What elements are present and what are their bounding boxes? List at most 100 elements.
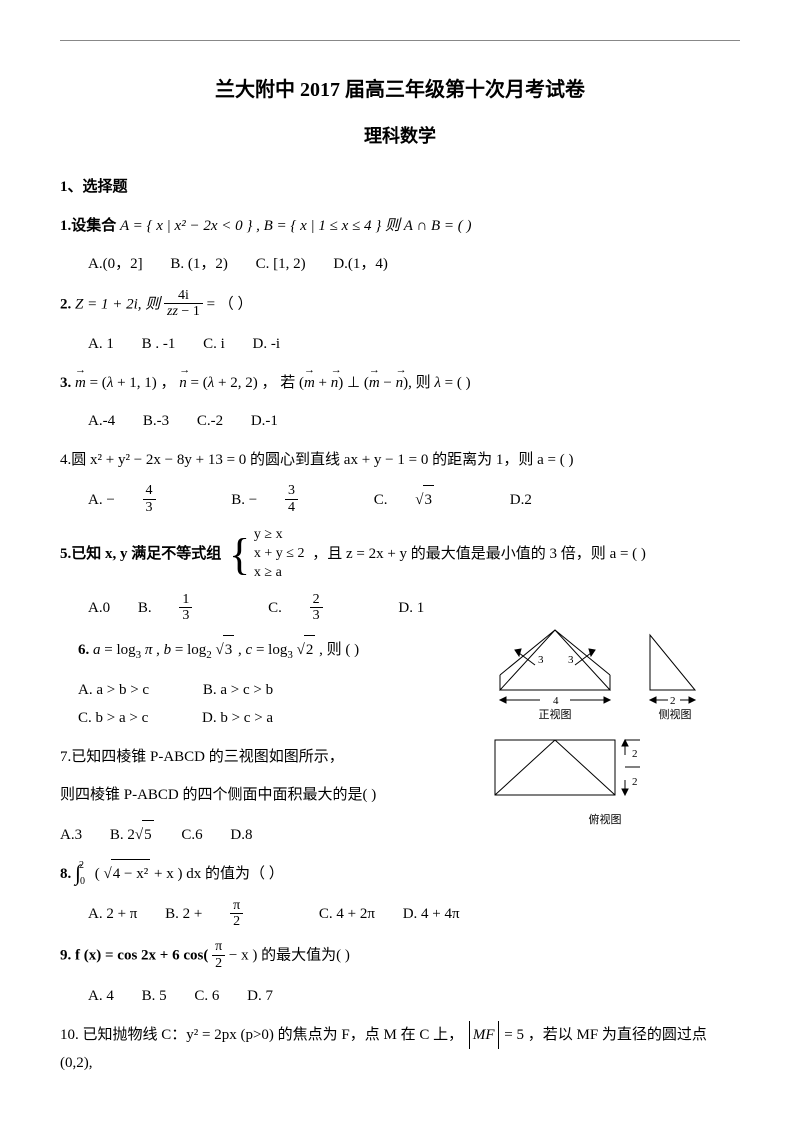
q5-row1: y ≥ x bbox=[254, 526, 305, 545]
q5-optD: D. 1 bbox=[398, 600, 424, 616]
q7-optC: C.6 bbox=[181, 827, 202, 843]
question-8: 8. ∫20 ( 4 − x² + x ) dx 的值为（ ） bbox=[60, 859, 740, 889]
q6-optC: C. b > a > c bbox=[78, 704, 148, 733]
q7-optB: B. 25 bbox=[110, 827, 158, 843]
q4c-rad: 3 bbox=[423, 485, 435, 515]
q9-optC: C. 6 bbox=[194, 988, 219, 1004]
q8-rad: 4 − x² bbox=[111, 859, 150, 889]
q8-optC: C. 4 + 2π bbox=[319, 906, 375, 922]
dim3a: 3 bbox=[538, 654, 544, 666]
dim3b: 3 bbox=[568, 654, 574, 666]
q4-optD: D.2 bbox=[510, 492, 532, 508]
q9-pre: 9. f (x) = cos 2x + 6 cos( bbox=[60, 948, 212, 964]
question-4: 4.圆 x² + y² − 2x − 8y + 13 = 0 的圆心到直线 ax… bbox=[60, 446, 740, 475]
q4-optB: B. − 34 bbox=[231, 492, 349, 508]
q10-pre: 10. 已知抛物线 C：y² = 2px (p>0) 的焦点为 F，点 M 在 … bbox=[60, 1027, 463, 1043]
q3-optD: D.-1 bbox=[251, 413, 278, 429]
question-5: 5.已知 x, y 满足不等式组 { y ≥ x x + y ≤ 2 x ≥ a… bbox=[60, 526, 740, 583]
vec-n1: n bbox=[179, 369, 187, 398]
q1-optD: D.(1，4) bbox=[333, 256, 388, 272]
q6-optB: B. a > c > b bbox=[203, 676, 273, 705]
q2-options: A. 1 B . -1 C. i D. -i bbox=[88, 330, 740, 359]
q6-optA: A. a > b > c bbox=[78, 676, 149, 705]
q5b-den: 3 bbox=[179, 608, 192, 623]
front-view: 3 3 4 正视图 bbox=[480, 615, 630, 726]
side-view-svg: 2 bbox=[640, 615, 710, 705]
q5c-den: 3 bbox=[310, 608, 323, 623]
q2-optD: D. -i bbox=[253, 336, 281, 352]
q2-frac-num: 4i bbox=[164, 288, 203, 304]
q6-optD: D. b > c > a bbox=[202, 704, 273, 733]
question-2: 2. Z = 1 + 2i, 则 4i zz − 1 = （ ） bbox=[60, 289, 740, 321]
q4-stem: 4.圆 x² + y² − 2x − 8y + 13 = 0 的圆心到直线 ax… bbox=[60, 452, 573, 468]
question-10: 10. 已知抛物线 C：y² = 2px (p>0) 的焦点为 F，点 M 在 … bbox=[60, 1021, 740, 1078]
q4a-num: 4 bbox=[143, 483, 156, 499]
q9-optB: B. 5 bbox=[142, 988, 167, 1004]
vec-m1: m bbox=[75, 369, 86, 398]
q8b-den: 2 bbox=[230, 914, 243, 929]
q4b-num: 3 bbox=[285, 483, 298, 499]
q8-bl: ( bbox=[95, 866, 104, 882]
front-view-svg: 3 3 4 bbox=[480, 615, 630, 705]
q1-optC: C. [1, 2) bbox=[256, 256, 306, 272]
top-label: 俯视图 bbox=[480, 810, 730, 831]
q2-post: = （ ） bbox=[207, 296, 253, 312]
q3-optC: C.-2 bbox=[197, 413, 223, 429]
q1-options: A.(0，2] B. (1，2) C. [1, 2) D.(1，4) bbox=[88, 250, 740, 279]
q4-optC-pre: C. bbox=[374, 492, 392, 508]
dim2a: 2 bbox=[670, 695, 676, 705]
q5-pre: 5.已知 x, y 满足不等式组 bbox=[60, 546, 225, 562]
side-view: 2 侧视图 bbox=[640, 615, 710, 726]
q5-optC: C. 23 bbox=[268, 600, 374, 616]
q3-optA: A.-4 bbox=[88, 413, 115, 429]
q9-num: π bbox=[212, 939, 225, 955]
q9-optA: A. 4 bbox=[88, 988, 114, 1004]
q2-optA: A. 1 bbox=[88, 336, 114, 352]
q7-optD: D.8 bbox=[230, 827, 252, 843]
q5-brace: { y ≥ x x + y ≤ 2 x ≥ a bbox=[229, 526, 304, 583]
exam-subtitle: 理科数学 bbox=[60, 119, 740, 153]
q5-optB: B. 13 bbox=[138, 600, 244, 616]
q4-optC: C. 3 bbox=[374, 492, 486, 508]
q5-row3: x ≥ a bbox=[254, 564, 305, 583]
q1-stem-pre: 1.设集合 bbox=[60, 218, 120, 234]
exam-title: 兰大附中 2017 届高三年级第十次月考试卷 bbox=[60, 71, 740, 109]
q10-abs: MF bbox=[469, 1021, 499, 1050]
q8-optD: D. 4 + 4π bbox=[403, 906, 460, 922]
vec-m2: m bbox=[304, 369, 315, 398]
q4a-den: 3 bbox=[143, 500, 156, 515]
dim4: 4 bbox=[553, 695, 559, 705]
q5c-pre: C. bbox=[268, 600, 286, 616]
q8-optB: B. 2 + π2 bbox=[165, 906, 295, 922]
q2-z: Z = 1 + 2i, 则 bbox=[75, 296, 164, 312]
q2-fraction: 4i zz − 1 bbox=[164, 288, 203, 320]
q9-den: 2 bbox=[212, 956, 225, 971]
q4-options: A. − 43 B. − 34 C. 3 D.2 bbox=[88, 484, 740, 516]
q5-row2: x + y ≤ 2 bbox=[254, 545, 305, 564]
vec-n3: n bbox=[396, 369, 404, 398]
q2-frac-den: zz − 1 bbox=[164, 304, 203, 319]
q4-optB-pre: B. − bbox=[231, 492, 261, 508]
front-label: 正视图 bbox=[480, 705, 630, 726]
q9-optD: D. 7 bbox=[247, 988, 273, 1004]
q8-options: A. 2 + π B. 2 + π2 C. 4 + 2π D. 4 + 4π bbox=[88, 899, 740, 931]
q4-optA-pre: A. − bbox=[88, 492, 119, 508]
q3-options: A.-4 B.-3 C.-2 D.-1 bbox=[88, 407, 740, 436]
q8-pre: 8. bbox=[60, 866, 75, 882]
q9-post: − x ) 的最大值为( ) bbox=[229, 948, 350, 964]
q5-post: ，且 z = 2x + y 的最大值是最小值的 3 倍，则 a = ( ) bbox=[312, 546, 646, 562]
q2-pre: 2. bbox=[60, 296, 75, 312]
q3-optB: B.-3 bbox=[143, 413, 169, 429]
dim2c: 2 bbox=[632, 776, 638, 788]
q5b-num: 1 bbox=[179, 592, 192, 608]
q2-optC: C. i bbox=[203, 336, 225, 352]
q8-int-lo: 0 bbox=[80, 876, 85, 887]
q8b-num: π bbox=[230, 898, 243, 914]
q9-options: A. 4 B. 5 C. 6 D. 7 bbox=[88, 982, 740, 1011]
section-heading: 1、选择题 bbox=[60, 173, 740, 202]
q5-optA: A.0 bbox=[88, 600, 110, 616]
top-view-svg: 2 2 bbox=[480, 730, 650, 810]
q2-frac-tail: − 1 bbox=[178, 304, 200, 319]
vec-m3: m bbox=[369, 369, 380, 398]
top-view: 2 2 俯视图 bbox=[480, 730, 730, 831]
